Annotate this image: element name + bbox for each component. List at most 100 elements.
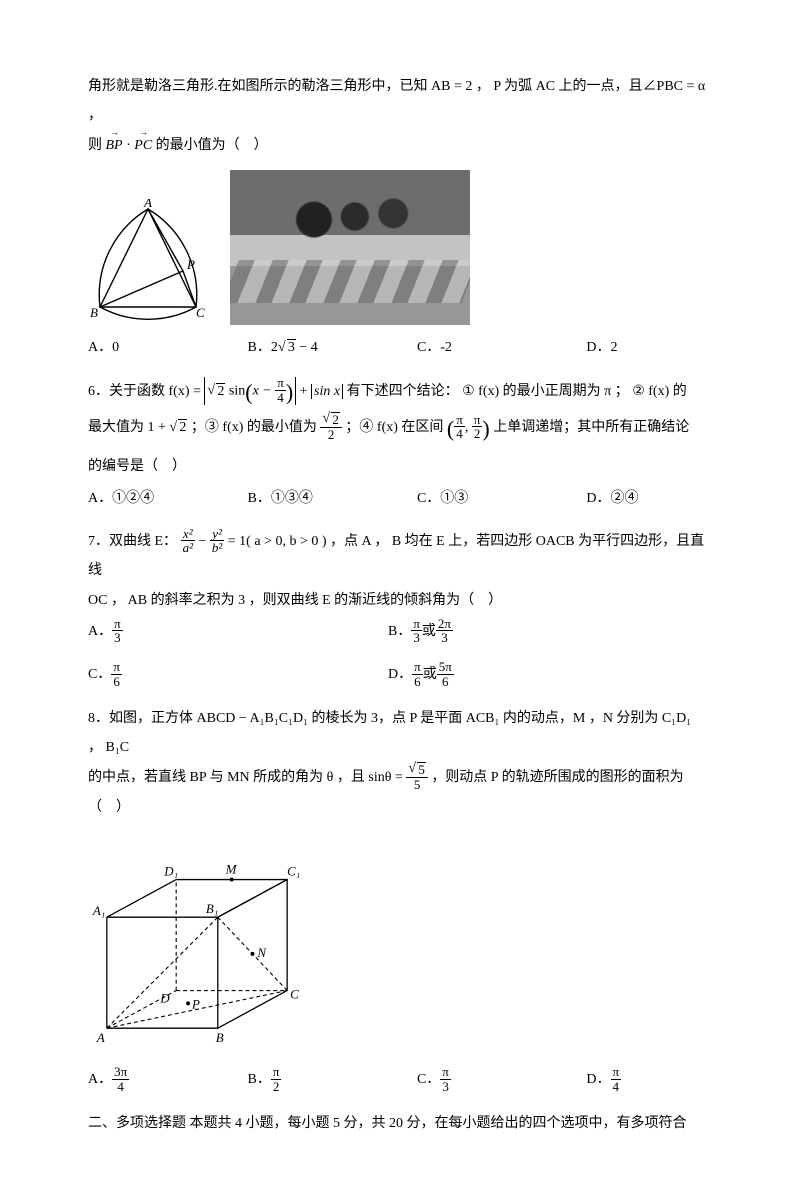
q8a-n: 3π xyxy=(112,1065,129,1079)
q8-line3: （ ） xyxy=(88,793,706,822)
q6-int-r: π2 xyxy=(472,413,483,441)
q7d1n: π xyxy=(412,660,423,674)
page: 角形就是勒洛三角形.在如图所示的勒洛三角形中，已知 AB = 2 ， P 为弧 … xyxy=(0,0,794,1198)
cube-diagram: A B C D A₁ B₁ C₁ D₁ M N P xyxy=(88,830,303,1048)
q8-l2b: ，则动点 P 的轨迹所围成的图形的面积为 xyxy=(431,770,683,785)
q5-photo xyxy=(230,170,470,325)
section2-heading: 二、多项选择题 本题共 4 小题，每小题 5 分，共 20 分，在每小题给出的四… xyxy=(88,1109,706,1138)
q5-figure-row: A B C P xyxy=(88,170,706,325)
q6-int-d1: 4 xyxy=(454,426,465,441)
q8d-n: π xyxy=(611,1065,622,1079)
label-P: P xyxy=(186,257,195,272)
lbl-D1: D₁ xyxy=(163,865,178,879)
label-C: C xyxy=(196,305,205,320)
q8-opt-a: A．3π4 xyxy=(88,1065,247,1094)
q6-abs1: 2 sin(x − π4) xyxy=(204,377,296,405)
q8-opt-c: C．π3 xyxy=(417,1065,586,1094)
q5-options: A．0 B．23 − 4 C．-2 D．2 xyxy=(88,333,706,362)
q6-sin: sin xyxy=(225,384,245,399)
q6-l2b: ；③ f(x) 的最小值为 xyxy=(187,420,320,435)
lparen-icon: ( xyxy=(245,380,252,405)
q6-l1b: 有下述四个结论： xyxy=(347,384,459,399)
q7-l1a: 7．双曲线 E： xyxy=(88,534,177,549)
q6-opt-c: C．①③ xyxy=(417,484,586,513)
q6-frac-pi4: π4 xyxy=(275,376,286,404)
q8a-frac: 3π4 xyxy=(112,1065,129,1093)
q6-int-n2: π xyxy=(472,413,483,427)
q5b-rad: 3 xyxy=(287,339,296,355)
q7b1d: 3 xyxy=(411,630,422,645)
q5-l2-suf: 的最小值为（ ） xyxy=(156,138,268,153)
vec-pc: PC xyxy=(134,131,152,160)
lbl-B: B xyxy=(216,1031,224,1045)
q7d-f2: 5π6 xyxy=(437,660,454,688)
q7-opt-d: D．π6或5π6 xyxy=(388,660,688,689)
q7b2n: 2π xyxy=(436,617,453,631)
q7d1d: 6 xyxy=(412,674,423,689)
q8d-d: 4 xyxy=(611,1079,622,1094)
q7c-n: π xyxy=(111,660,122,674)
q6-l2a: 最大值为 1 + xyxy=(88,420,169,435)
q8b-n: π xyxy=(271,1065,282,1079)
q6-opt-b: B．①③④ xyxy=(247,484,416,513)
q7-opt-a: A．π3 xyxy=(88,617,388,646)
q6-options: A．①②④ B．①③④ C．①③ D．②④ xyxy=(88,484,706,513)
q8b-frac: π2 xyxy=(271,1065,282,1093)
q6-l2d: 上单调递增；其中所有正确结论 xyxy=(490,420,690,435)
q6-x: x − xyxy=(253,384,276,399)
q7b-f1: π3 xyxy=(411,617,422,645)
q7b-or: 或 xyxy=(422,624,436,639)
q7d2n: 5π xyxy=(437,660,454,674)
q5-l2-pre: 则 xyxy=(88,138,102,153)
q7c-frac: π6 xyxy=(111,660,122,688)
q6-opt-d: D．②④ xyxy=(586,484,706,513)
q5-line1: 角形就是勒洛三角形.在如图所示的勒洛三角形中，已知 AB = 2 ， P 为弧 … xyxy=(88,72,706,131)
q6-plus: + xyxy=(300,384,311,399)
lparen-icon: ( xyxy=(447,416,454,441)
sqrt-icon: 2 xyxy=(169,413,187,442)
q6-pi: π xyxy=(275,376,286,390)
label-B: B xyxy=(90,305,98,320)
q5-dot: · xyxy=(126,138,131,153)
q6-4: 4 xyxy=(275,390,286,405)
q8-rad5: 5 xyxy=(417,762,426,777)
q7-line1: 7．双曲线 E： x²a² − y²b² = 1( a > 0, b > 0 )… xyxy=(88,527,706,586)
q8d-frac: π4 xyxy=(611,1065,622,1093)
q8-line1: 8．如图，正方体 ABCD − A₁B₁C₁D₁ 的棱长为 3，点 P 是平面 … xyxy=(88,704,706,763)
q5b-post: − 4 xyxy=(296,340,318,355)
q8-l2a: 的中点，若直线 BP 与 MN 所成的角为 θ ，且 sinθ = xyxy=(88,770,406,785)
q7-f2n: y² xyxy=(210,527,224,541)
q7a-n: π xyxy=(112,617,123,631)
sqrt-icon: 5 xyxy=(408,762,426,777)
lbl-C: C xyxy=(290,987,299,1001)
q6-l1a: 6．关于函数 f(x) = xyxy=(88,384,204,399)
q8-d5: 5 xyxy=(406,777,428,792)
q5-opt-b: B．2 3 − 4 xyxy=(247,333,416,362)
q7c-d: 6 xyxy=(111,674,122,689)
q8-line2: 的中点，若直线 BP 与 MN 所成的角为 θ ，且 sinθ = 55 ，则动… xyxy=(88,763,706,793)
q8b-d: 2 xyxy=(271,1079,282,1094)
q7b-f2: 2π3 xyxy=(436,617,453,645)
q6-frac-sqrt2-2: 22 xyxy=(320,412,342,442)
q7-frac2: y²b² xyxy=(210,527,224,555)
q8-sinfrac: 55 xyxy=(406,762,428,792)
q6-s1: ① f(x) 的最小正周期为 π ； xyxy=(462,384,629,399)
q5b-pre: B．2 xyxy=(247,340,277,355)
lbl-A1: A₁ xyxy=(92,904,105,918)
q6-int-n1: π xyxy=(454,413,465,427)
sqrt-icon: 3 xyxy=(278,333,296,362)
q7-f1n: x² xyxy=(181,527,195,541)
sqrt-icon: 2 xyxy=(207,383,225,399)
lbl-A: A xyxy=(96,1031,105,1045)
q7a-frac: π3 xyxy=(112,617,123,645)
q6-rad2a: 2 xyxy=(216,383,225,399)
q6-opt-a: A．①②④ xyxy=(88,484,247,513)
q7d-or: 或 xyxy=(423,667,437,682)
q8c-n: π xyxy=(440,1065,451,1079)
q6-int-l: π4 xyxy=(454,413,465,441)
vec-bp: BP xyxy=(106,131,123,160)
q7-frac1: x²a² xyxy=(181,527,195,555)
q7d2d: 6 xyxy=(437,674,454,689)
q8c-d: 3 xyxy=(440,1079,451,1094)
sqrt-icon: 2 xyxy=(322,412,340,427)
